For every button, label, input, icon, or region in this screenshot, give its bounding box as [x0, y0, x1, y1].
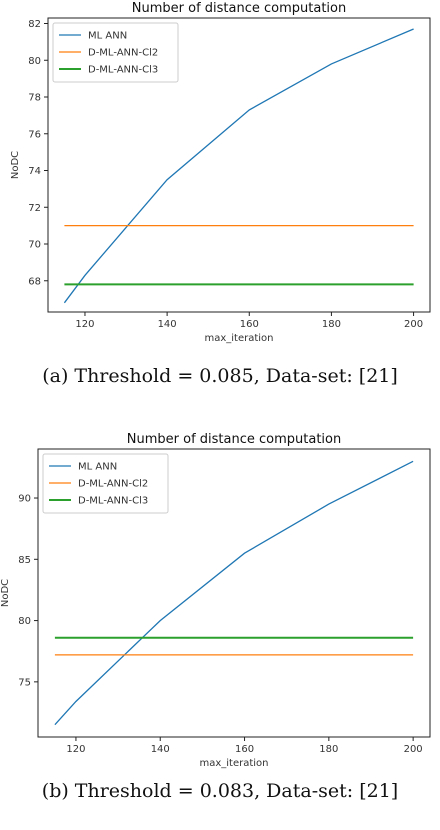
y-tick-label: 90 [18, 494, 31, 505]
y-tick-label: 74 [28, 166, 41, 177]
x-tick-label: 200 [404, 319, 423, 330]
y-axis-label: NoDC [0, 579, 11, 607]
x-tick-label: 200 [404, 744, 423, 755]
chart-title: Number of distance computation [127, 432, 341, 447]
y-tick-label: 80 [28, 56, 41, 67]
y-tick-label: 85 [18, 555, 31, 566]
legend-box [42, 453, 169, 514]
y-tick-label: 78 [28, 93, 41, 104]
chart-panel-a: Number of distance computation 120 140 160 1… [0, 0, 440, 410]
x-axis-label: max_iteration [204, 333, 273, 344]
chart-a: Number of distance computation 120 140 160 1… [10, 1, 431, 344]
y-tick-label: 70 [28, 240, 41, 251]
x-tick-label: 120 [75, 319, 94, 330]
y-tick-label: 82 [28, 19, 41, 30]
caption-a: (a) Threshold = 0.085, Data-set: [21] [42, 365, 398, 387]
x-tick-label: 180 [319, 744, 338, 755]
x-tick-label: 180 [322, 319, 341, 330]
x-tick-label: 160 [240, 319, 259, 330]
y-axis-label: NoDC [10, 151, 21, 179]
x-axis-label: max_iteration [199, 758, 268, 769]
y-tick-label: 80 [18, 616, 31, 627]
legend-box [52, 22, 179, 83]
y-tick-label: 75 [18, 677, 31, 688]
chart-b: Number of distance computation 120 140 160 1… [0, 432, 431, 769]
legend-entry: D-ML-ANN-Cl3 [88, 65, 158, 76]
legend-entry: D-ML-ANN-Cl2 [78, 479, 148, 490]
y-tick-label: 76 [28, 129, 41, 140]
caption-b: (b) Threshold = 0.083, Data-set: [21] [41, 780, 399, 802]
legend-entry: ML ANN [78, 462, 117, 473]
y-tick-label: 72 [28, 203, 41, 214]
x-tick-label: 140 [151, 744, 170, 755]
chart-title: Number of distance computation [132, 1, 346, 16]
x-tick-label: 140 [158, 319, 177, 330]
legend-entry: ML ANN [88, 31, 127, 42]
legend-entry: D-ML-ANN-Cl3 [78, 496, 148, 507]
series-line-ml-ann [54, 460, 414, 726]
legend-entry: D-ML-ANN-Cl2 [88, 48, 158, 59]
x-tick-label: 160 [235, 744, 254, 755]
plot-frame [47, 17, 431, 313]
plot-frame [37, 448, 431, 738]
y-tick-label: 68 [28, 276, 41, 287]
chart-panel-b: Number of distance computation 120 140 160 1… [0, 420, 440, 830]
x-tick-label: 120 [66, 744, 85, 755]
series-line-ml-ann [63, 28, 414, 304]
